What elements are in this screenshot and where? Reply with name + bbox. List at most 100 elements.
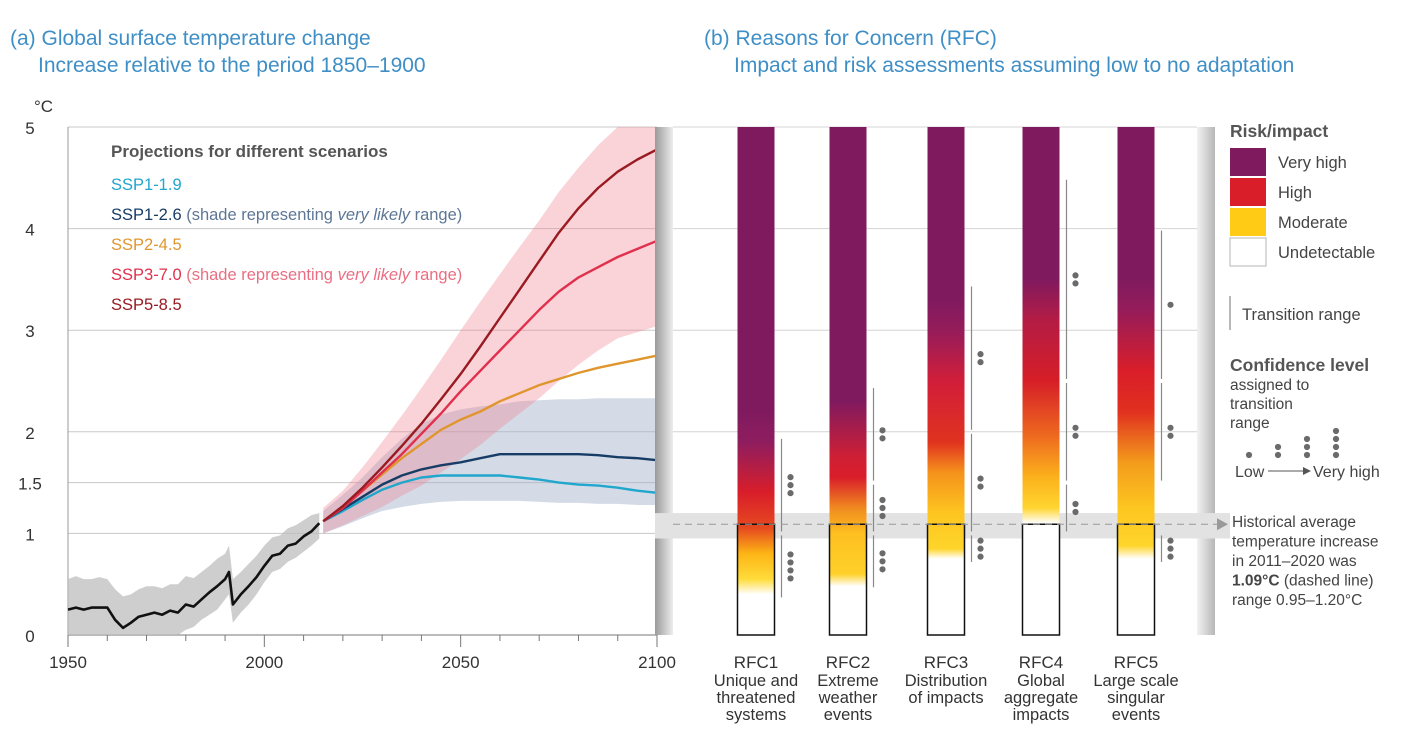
panel-b-title: (b) Reasons for Concern (RFC) (704, 27, 997, 50)
risk-legend-heading: Risk/impact (1230, 121, 1328, 141)
legend-note-italic: very likely (338, 206, 412, 224)
historical-range-shade (68, 513, 320, 635)
y-tick-label: 3 (25, 322, 34, 341)
y-axis-unit: °C (34, 97, 53, 116)
legend-heading: Projections for different scenarios (111, 142, 388, 161)
rfc-label: singular (1107, 689, 1165, 707)
confidence-arrow-head (1303, 467, 1311, 475)
rfc-label: Large scale (1093, 672, 1178, 690)
confidence-dot (1167, 424, 1174, 431)
confidence-legend-dot (1303, 435, 1311, 443)
confidence-dot (977, 351, 984, 358)
confidence-legend-dot (1332, 451, 1340, 459)
confidence-dot (977, 483, 984, 490)
rfc-label: of impacts (908, 689, 983, 707)
rfc-label: Extreme (817, 672, 878, 690)
legend-note: (shade representing (182, 266, 338, 284)
panel-shadow-left (655, 127, 673, 635)
confidence-dot (977, 475, 984, 482)
confidence-dot (879, 550, 886, 557)
panel-shadow-right (1197, 127, 1215, 635)
confidence-sub: assigned to (1230, 377, 1309, 394)
panel-b-subtitle: Impact and risk assessments assuming low… (734, 54, 1295, 77)
x-tick-label: 2000 (245, 653, 283, 672)
confidence-dot (787, 567, 794, 574)
historical-note-value: 1.09°C (dashed line) (1232, 573, 1373, 590)
confidence-legend-dot (1332, 427, 1340, 435)
confidence-dot (787, 474, 794, 481)
confidence-dot (879, 566, 886, 573)
confidence-dot (787, 490, 794, 497)
rfc-bar-4 (1022, 127, 1060, 635)
legend-item: SSP3-7.0 (shade representing very likely… (111, 266, 462, 284)
rfc-label: weather (818, 689, 878, 707)
legend-label: SSP3-7.0 (111, 266, 182, 284)
ssp585-line (322, 148, 658, 523)
risk-swatch (1230, 178, 1266, 206)
legend-note: (shade representing (182, 206, 338, 224)
confidence-low: Low (1235, 464, 1265, 481)
confidence-legend-dot (1332, 443, 1340, 451)
confidence-dot (1167, 553, 1174, 560)
legend-note-italic: very likely (338, 266, 412, 284)
rfc-label: Unique and (714, 672, 798, 690)
rfc-label: events (824, 706, 873, 724)
confidence-dot (879, 427, 886, 434)
rfc-bar-2 (829, 127, 867, 635)
transition-legend-label: Transition range (1242, 306, 1361, 324)
x-tick-label: 2100 (638, 653, 676, 672)
confidence-dot (787, 575, 794, 582)
legend-item: SSP5-8.5 (111, 296, 182, 314)
confidence-dot (879, 558, 886, 565)
rfc-code: RFC2 (826, 653, 870, 672)
confidence-dot (1072, 280, 1079, 287)
risk-label: Moderate (1278, 214, 1348, 232)
historical-note-line: temperature increase (1232, 534, 1378, 551)
confidence-sub: transition (1230, 396, 1293, 413)
risk-swatch (1230, 148, 1266, 176)
y-tick-label: 1 (25, 525, 34, 544)
rfc-bar-outline (1021, 523, 1061, 636)
rfc-bar-outline (736, 523, 776, 636)
confidence-dot (1167, 537, 1174, 544)
historical-note-line: in 2011–2020 was (1232, 553, 1357, 570)
y-tick-label: 2 (25, 424, 34, 443)
historical-line (67, 522, 321, 630)
confidence-dot (879, 496, 886, 504)
confidence-dot (977, 545, 984, 552)
rfc-bar-outline (926, 523, 966, 636)
ssp119-line (322, 474, 658, 523)
confidence-legend-dot (1303, 451, 1311, 459)
ssp245-line (322, 354, 658, 523)
legend-label: SSP1-1.9 (111, 176, 182, 194)
legend-label: SSP5-8.5 (111, 296, 182, 314)
confidence-dot (1167, 301, 1174, 308)
ssp370-line (322, 239, 658, 523)
rfc-bar-1 (737, 127, 775, 635)
risk-label: High (1278, 184, 1312, 202)
confidence-dot (879, 504, 886, 512)
confidence-dot (787, 482, 794, 489)
panel-a-title: (a) Global surface temperature change (10, 27, 371, 50)
confidence-dot (977, 553, 984, 560)
rfc-label: systems (726, 706, 787, 724)
panel-a-subtitle: Increase relative to the period 1850–190… (38, 54, 426, 77)
SSP1-2.6-range-shade (323, 398, 657, 534)
confidence-legend-dot (1245, 451, 1253, 459)
legend-note-end: range) (410, 266, 462, 284)
confidence-heading: Confidence level (1230, 355, 1369, 375)
confidence-legend-dot (1274, 451, 1282, 459)
confidence-dot (1072, 424, 1079, 431)
historical-note-bold: 1.09°C (1232, 573, 1280, 590)
historical-arrow (1217, 518, 1228, 531)
confidence-dot (1167, 545, 1174, 552)
confidence-dot (1072, 432, 1079, 439)
legend-label: SSP2-4.5 (111, 236, 182, 254)
historical-note-line: Historical average (1232, 514, 1356, 531)
confidence-high: Very high (1313, 464, 1380, 481)
confidence-dot (1167, 432, 1174, 439)
rfc-label: impacts (1013, 706, 1070, 724)
x-tick-label: 1950 (49, 653, 87, 672)
risk-label: Undetectable (1278, 244, 1375, 262)
confidence-dot (879, 435, 886, 442)
